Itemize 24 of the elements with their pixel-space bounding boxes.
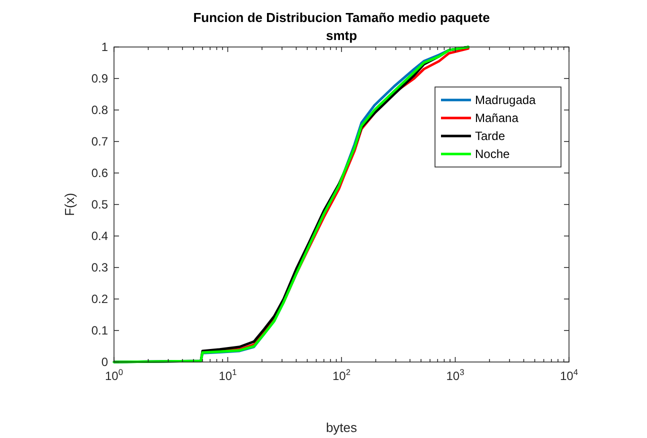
x-tick-label: 10$^{0}$ xyxy=(104,367,124,383)
legend-label: Mañana xyxy=(475,111,519,125)
y-axis-title: F(x) xyxy=(62,192,77,216)
legend-label: Madrugada xyxy=(475,93,536,107)
x-tick-label: 10$^{2}$ xyxy=(332,367,351,383)
y-tick-label: 0.7 xyxy=(91,134,108,148)
y-tick-label: 0.3 xyxy=(91,260,108,274)
chart-title: Funcion de Distribucion Tamaño medio paquete xyxy=(193,10,490,25)
x-tick-label: 10$^{1}$ xyxy=(218,367,238,383)
y-tick-label: 0.6 xyxy=(91,166,108,180)
legend-label: Noche xyxy=(475,147,510,161)
legend-label: Tarde xyxy=(475,129,506,143)
y-tick-label: 0 xyxy=(101,355,108,369)
y-tick-label: 0.8 xyxy=(91,103,108,117)
y-tick-label: 0.2 xyxy=(91,292,108,306)
y-tick-label: 0.4 xyxy=(91,229,108,243)
x-tick-label: 10$^{4}$ xyxy=(560,367,578,383)
y-tick-label: 1 xyxy=(101,40,108,54)
y-tick-label: 0.1 xyxy=(91,324,108,338)
x-tick-label: 10$^{3}$ xyxy=(446,367,465,383)
x-axis-title: bytes xyxy=(326,420,358,435)
chart-subtitle: smtp xyxy=(326,28,358,43)
y-tick-label: 0.5 xyxy=(91,198,108,212)
y-tick-label: 0.9 xyxy=(91,72,108,86)
